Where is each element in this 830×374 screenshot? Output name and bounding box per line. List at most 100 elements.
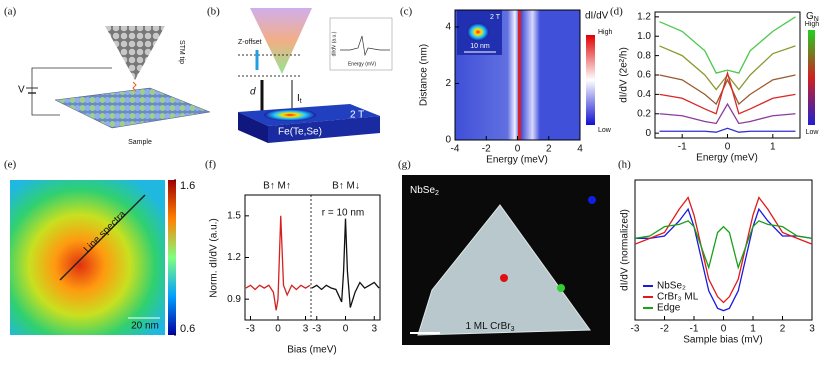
panel-g: NbSe2 1 ML CrBr3 [402,175,610,345]
x-axis-label: Energy (meV) [696,153,758,164]
data-line [659,74,796,106]
panel-f: B↑ M↑ B↑ M↓ r = 10 nm Bias (meV) Norm. d… [209,181,365,356]
colorbar [586,35,595,125]
data-line [634,220,813,270]
panel-label: (c) [400,6,413,18]
panel-d: GN High Low Energy (meV) dI/dV (2e²/h) [619,11,820,164]
tip-label: STM tip [178,40,185,64]
substrate-sub: 2 [435,190,439,197]
island-text: 1 ML CrBr [465,321,511,332]
site-marker [557,284,565,292]
legend-label: CrBr₃ ML [657,292,699,303]
map [10,180,165,335]
colorbar-title-sub: N [814,16,819,23]
x-tick-label: -2 [482,144,491,155]
x-tick-label: -3 [631,324,640,335]
legend-label: NbSe₂ [657,281,686,292]
data-line [659,127,796,133]
tip [250,8,312,74]
y-tick-label: 0.2 [637,108,651,119]
material-label: Fe(Te,Se) [278,127,322,138]
y-tick-label: 0 [645,128,651,139]
x-axis-label: Energy (meV) [486,155,548,166]
x-tick-label: -2 [660,324,669,335]
annotation: B↑ M↑ [263,181,291,192]
island-sub: 3 [511,326,515,333]
y-tick-label: 2 [445,78,451,89]
sample-label: Sample [128,139,152,146]
scale-label: 20 nm [131,321,159,332]
panel-h: Sample bias (mV) dI/dV (normalized) [620,209,763,345]
current-label: It [297,93,302,105]
panel-label: (e) [4,159,17,171]
x-tick-label: -4 [451,144,460,155]
colorbar-title: GN [806,11,819,23]
colorbar-tick-label: 1.6 [180,180,195,192]
inset-xlabel: Energy (mV) [348,61,376,67]
colorbar-label: Low [806,129,820,136]
tunneling [132,81,137,92]
bias-label: V [18,85,25,96]
sample-layer [54,87,211,129]
legend-label: Edge [657,303,681,314]
x-tick-label: 3 [303,324,309,335]
current-sub: t [300,98,302,105]
inset-scale: 10 nm [470,43,490,50]
colorbar [808,30,815,125]
inset-ylabel: dI/dV (a.u.) [331,31,337,56]
y-tick-label: 1.2 [637,11,651,22]
x-tick-label: 0 [721,324,727,335]
colorbar-tick-label: 0.6 [180,323,195,335]
circuit [31,67,112,116]
colorbar-label: High [805,21,820,28]
annotation: r = 10 nm [322,208,365,219]
x-tick-label: -3 [246,324,255,335]
map-feature [518,10,521,140]
data-line [659,16,796,74]
y-axis-label: Norm. dI/dV (a.u.) [209,218,220,297]
panel-c: 2 T 10 nm dI/dV High Low Energy (meV) Di… [419,10,613,166]
colorbar-title-text: G [806,11,814,22]
vortex [264,109,316,121]
colorbar-label: High [598,29,613,36]
x-tick-label: 2 [546,144,552,155]
panel-label: (b) [207,6,220,18]
substrate-label: NbSe2 [410,185,439,197]
data-line [659,45,796,91]
z-offset-label: Z-offset [238,39,262,46]
distance-label: d [250,87,256,98]
x-axis-label: Bias (meV) [287,345,336,356]
x-tick-label: 0 [725,142,731,153]
x-tick-label: 2 [780,324,786,335]
data-line [635,207,813,312]
x-tick-label: -3 [312,324,321,335]
x-tick-label: 1 [750,324,756,335]
setup-schematic: dI/dV (a.u.) Energy (mV) Z-offset d It 2… [238,8,393,143]
data-line [659,102,796,125]
data-line [659,70,796,115]
panel-label: (d) [610,6,623,18]
inset-field: 2 T [490,14,501,21]
inset-vortex [467,23,489,41]
x-tick-label: -1 [690,324,699,335]
inset-curve [340,35,390,57]
x-tick-label: 0 [343,324,349,335]
site-marker [500,274,508,282]
x-tick-label: 3 [371,324,377,335]
x-tick-label: 3 [809,324,815,335]
inset [329,17,393,71]
y-axis-label: dI/dV (2e²/h) [619,47,630,103]
panel-label: (f) [205,159,216,171]
annotation: B↑ M↓ [332,181,360,192]
colorbar-label: Low [598,127,612,134]
panel-e: Line spectra 20 nm [10,180,176,335]
y-tick-label: 0.4 [637,89,651,100]
island-label: 1 ML CrBr3 [465,321,514,333]
x-tick-label: 0 [515,144,521,155]
x-tick-label: 1 [770,142,776,153]
y-tick-label: 1.5 [227,210,241,221]
colorbar [168,180,176,335]
line-spectra-path [59,194,146,281]
x-tick-label: -1 [678,142,687,153]
